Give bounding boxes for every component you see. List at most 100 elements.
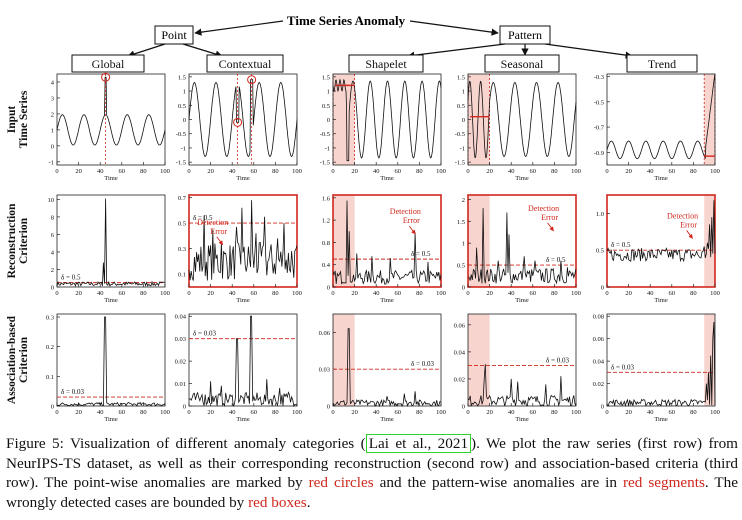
- x-tick-label: 0: [55, 290, 58, 297]
- citation-link[interactable]: Lai et al., 2021: [365, 434, 472, 453]
- y-tick-label: 1: [51, 127, 54, 134]
- x-tick-label: 80: [690, 409, 697, 416]
- y-tick-label: 0.7: [178, 195, 187, 202]
- y-tick-label: 2: [51, 267, 54, 274]
- detection-error-arrow: [547, 222, 554, 232]
- axes-frame: [56, 313, 166, 407]
- series-line: [606, 200, 716, 263]
- y-tick-label: 1: [327, 89, 330, 96]
- category-label-shapelet: Shapelet: [365, 57, 407, 71]
- y-tick-label: 0: [51, 285, 54, 292]
- y-tick-label: 4: [51, 249, 55, 256]
- arrow-pattern-trend: [544, 43, 633, 59]
- y-tick-label: 0.8: [322, 240, 330, 247]
- x-axis-label: Time: [380, 297, 394, 304]
- y-tick-label: 0.02: [593, 381, 604, 388]
- x-tick-label: 100: [292, 168, 302, 175]
- x-tick-label: 20: [351, 409, 358, 416]
- panel-r2-c1: 0.04 0.03 0.02 0.01 00 20 40 60 80 100 Time δ = 0.0…: [175, 313, 302, 423]
- x-tick-label: 100: [710, 409, 720, 416]
- row-label-input-0: Input: [6, 106, 18, 134]
- detection-error-label: Error: [403, 216, 420, 225]
- y-tick-label: 1: [462, 241, 465, 248]
- series-line: [56, 316, 166, 407]
- x-tick-label: 0: [605, 409, 608, 416]
- y-tick-label: 0.02: [175, 359, 186, 366]
- series-line: [56, 198, 166, 288]
- axes-frame: [467, 313, 577, 407]
- x-tick-label: 80: [690, 290, 697, 297]
- y-tick-label: 8: [51, 214, 54, 221]
- y-tick-label: 0.03: [319, 367, 330, 374]
- x-axis-label: Time: [236, 297, 250, 304]
- y-tick-label: -1: [181, 145, 186, 152]
- row-label-input-1: Time Series: [18, 90, 30, 148]
- figure-caption: Figure 5: Visualization of different ano…: [6, 434, 738, 512]
- y-tick-label: 1: [183, 89, 186, 96]
- x-tick-label: 60: [530, 168, 537, 175]
- category-boxes: Global Contextual Shapelet Seasonal Trend: [71, 54, 698, 73]
- x-axis-label: Time: [104, 416, 118, 423]
- x-tick-label: 20: [207, 168, 214, 175]
- y-tick-label: 10: [48, 197, 55, 204]
- axes-frame: [467, 194, 577, 288]
- category-box-global: [71, 54, 145, 73]
- point-box: [154, 25, 194, 45]
- x-tick-label: 100: [436, 168, 446, 175]
- y-tick-label: 1.2: [322, 218, 330, 225]
- y-tick-label: -1.5: [176, 160, 186, 167]
- x-tick-label: 40: [97, 290, 104, 297]
- detection-error-label: Error: [210, 227, 227, 236]
- anomaly-shade: [333, 195, 355, 287]
- x-tick-label: 0: [605, 290, 608, 297]
- x-tick-label: 80: [416, 168, 423, 175]
- threshold-label: δ = 0.5: [193, 214, 213, 222]
- x-tick-label: 60: [395, 409, 402, 416]
- anomaly-shade: [333, 314, 355, 406]
- y-tick-label: 0: [183, 117, 186, 124]
- x-tick-label: 0: [187, 168, 190, 175]
- x-tick-label: 0: [466, 409, 469, 416]
- panel-r2-c0: 0.3 0.2 0.1 00 20 40 60 80 100 Time δ = 0.03: [46, 313, 170, 423]
- panel-r1-c3: 2 1.5 1 0.5 00 20 40 60 80 100 Time δ = 0.5 Detectio…: [457, 194, 581, 304]
- threshold-label: δ = 0.03: [193, 330, 216, 338]
- x-tick-label: 40: [373, 290, 380, 297]
- x-tick-label: 60: [669, 409, 676, 416]
- series-line: [332, 200, 442, 285]
- x-tick-label: 100: [436, 290, 446, 297]
- detection-error-label: Detection: [390, 207, 421, 216]
- x-tick-label: 60: [530, 290, 537, 297]
- x-tick-label: 0: [466, 290, 469, 297]
- x-tick-label: 60: [395, 168, 402, 175]
- y-tick-label: 1.0: [596, 211, 604, 218]
- x-tick-label: 20: [207, 409, 214, 416]
- x-tick-label: 100: [160, 409, 170, 416]
- series-line: [467, 80, 577, 159]
- arrow-point-contextual: [182, 43, 223, 58]
- point-label: Point: [161, 28, 187, 42]
- y-tick-label: 0: [51, 404, 54, 411]
- y-tick-label: 2: [462, 197, 465, 204]
- x-tick-label: 60: [119, 290, 126, 297]
- y-tick-label: 0: [462, 404, 465, 411]
- x-axis-label: Time: [515, 297, 529, 304]
- x-tick-label: 20: [486, 168, 493, 175]
- x-tick-label: 80: [140, 168, 147, 175]
- y-tick-label: 0.5: [322, 103, 330, 110]
- x-tick-label: 80: [140, 290, 147, 297]
- x-tick-label: 80: [416, 290, 423, 297]
- y-tick-label: -1.5: [455, 160, 465, 167]
- y-tick-label: 0.06: [454, 322, 466, 329]
- x-tick-label: 0: [187, 290, 190, 297]
- x-tick-label: 40: [229, 168, 236, 175]
- x-tick-label: 40: [647, 290, 654, 297]
- y-tick-label: 3: [51, 95, 54, 102]
- x-tick-label: 100: [292, 409, 302, 416]
- category-label-contextual: Contextual: [219, 57, 272, 71]
- y-tick-label: -0.7: [594, 125, 605, 132]
- x-tick-label: 20: [351, 290, 358, 297]
- y-tick-label: 0.3: [46, 314, 54, 321]
